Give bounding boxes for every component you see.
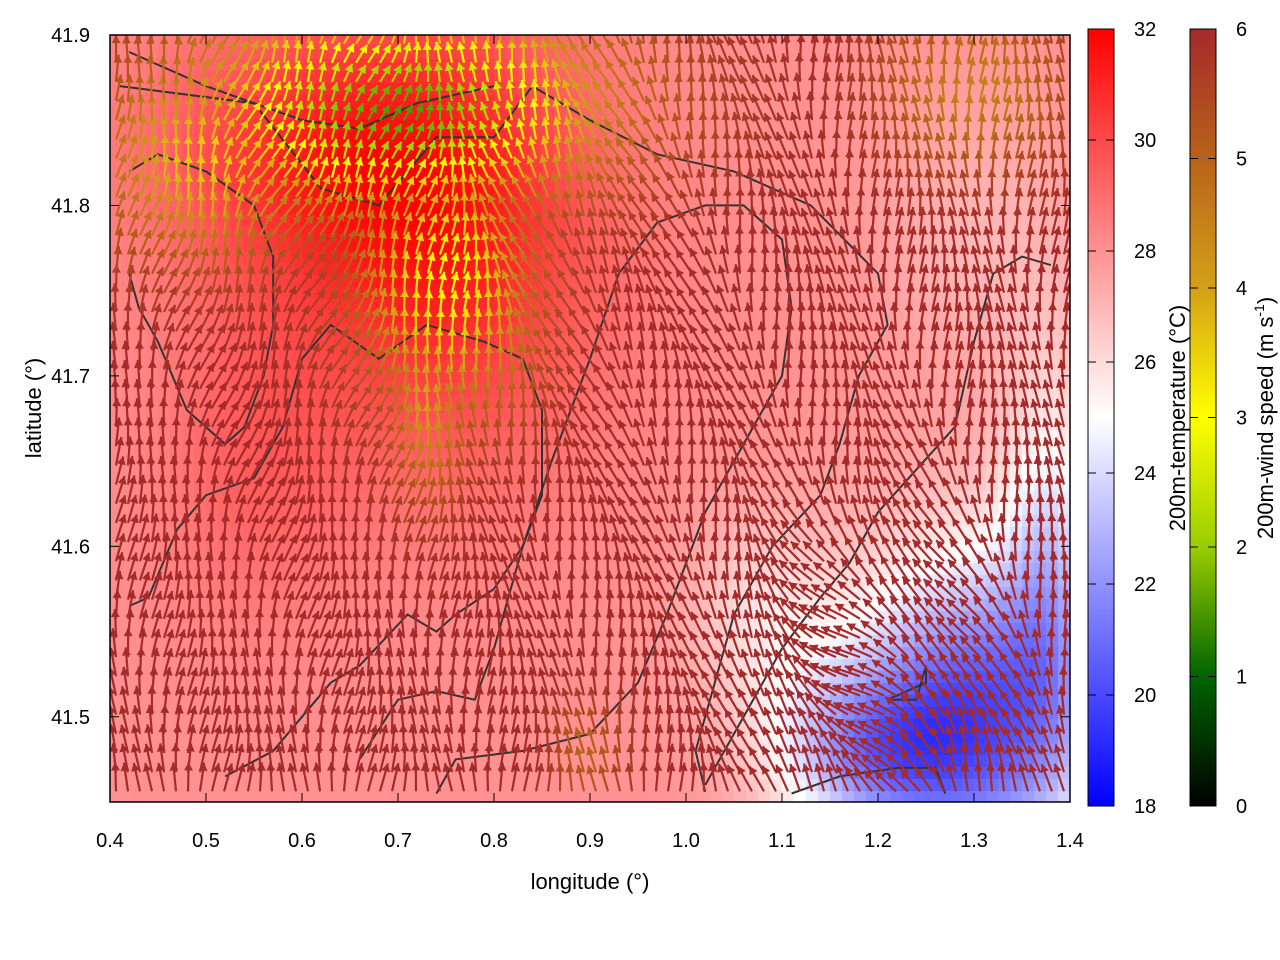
heatmap-cell (674, 695, 687, 708)
heatmap-cell (542, 143, 555, 156)
heatmap-cell (422, 599, 435, 612)
heatmap-cell (554, 143, 567, 156)
heatmap-cell (650, 455, 663, 468)
heatmap-cell (914, 47, 927, 60)
heatmap-cell (506, 467, 519, 480)
heatmap-cell (218, 503, 231, 516)
heatmap-cell (1046, 119, 1059, 132)
heatmap-cell (914, 311, 927, 324)
heatmap-cell (806, 59, 819, 72)
heatmap-cell (710, 563, 723, 576)
heatmap-cell (482, 239, 495, 252)
heatmap-cell (686, 47, 699, 60)
heatmap-cell (1022, 215, 1035, 228)
heatmap-cell (110, 311, 123, 324)
heatmap-cell (266, 599, 279, 612)
heatmap-cell (482, 71, 495, 84)
heatmap-cell (662, 83, 675, 96)
heatmap-cell (686, 119, 699, 132)
heatmap-cell (578, 71, 591, 84)
heatmap-cell (854, 119, 867, 132)
heatmap-cell (866, 275, 879, 288)
heatmap-cell (458, 503, 471, 516)
heatmap-cell (926, 179, 939, 192)
heatmap-cell (746, 311, 759, 324)
heatmap-cell (362, 695, 375, 708)
heatmap-cell (938, 215, 951, 228)
heatmap-cell (962, 467, 975, 480)
heatmap-cell (770, 59, 783, 72)
heatmap-cell (806, 275, 819, 288)
heatmap-cell (1010, 275, 1023, 288)
heatmap-cell (362, 95, 375, 108)
heatmap-cell (830, 467, 843, 480)
heatmap-cell (134, 503, 147, 516)
heatmap-cell (194, 59, 207, 72)
heatmap-cell (986, 755, 999, 768)
heatmap-cell (434, 371, 447, 384)
heatmap-cell (650, 407, 663, 420)
heatmap-cell (374, 71, 387, 84)
heatmap-cell (770, 215, 783, 228)
heatmap-cell (518, 659, 531, 672)
heatmap-cell (1010, 563, 1023, 576)
heatmap-cell (674, 371, 687, 384)
heatmap-cell (602, 47, 615, 60)
heatmap-cell (1058, 215, 1070, 228)
heatmap-cell (950, 47, 963, 60)
heatmap-cell (242, 695, 255, 708)
heatmap-cell (446, 371, 459, 384)
heatmap-cell (650, 47, 663, 60)
heatmap-cell (302, 47, 315, 60)
heatmap-cell (842, 371, 855, 384)
plot-area: 0.4 0.5 0.6 0.7 0.8 0.9 1.0 1.1 1.2 1.3 1.4 41.541… (51, 25, 1084, 852)
heatmap-cell (902, 215, 915, 228)
heatmap-cell (614, 71, 627, 84)
heatmap-cell (482, 431, 495, 444)
heatmap-cell (1034, 83, 1047, 96)
heatmap-cell (446, 467, 459, 480)
heatmap-cell (734, 275, 747, 288)
heatmap-cell (818, 311, 831, 324)
heatmap-cell (590, 71, 603, 84)
heatmap-cell (482, 47, 495, 60)
heatmap-cell (362, 71, 375, 84)
heatmap-cell (710, 83, 723, 96)
heatmap-cell (206, 599, 219, 612)
heatmap-cell (974, 755, 987, 768)
heatmap-cell (530, 47, 543, 60)
heatmap-cell (794, 83, 807, 96)
heatmap-cell (566, 467, 579, 480)
heatmap-cell (830, 179, 843, 192)
heatmap-cell (170, 503, 183, 516)
heatmap-cell (842, 119, 855, 132)
heatmap-cell (350, 59, 363, 72)
heatmap-cell (254, 311, 267, 324)
heatmap-cell (962, 587, 975, 600)
heatmap-cell (950, 143, 963, 156)
heatmap-cell (878, 215, 891, 228)
heatmap-cell (986, 503, 999, 516)
heatmap-cell (1022, 47, 1035, 60)
heatmap-cell (662, 659, 675, 672)
heatmap-cell (434, 695, 447, 708)
heatmap-cell (722, 119, 735, 132)
heatmap-cell (878, 83, 891, 96)
heatmap-cell (242, 311, 255, 324)
heatmap-cell (482, 407, 495, 420)
heatmap-cell (134, 407, 147, 420)
heatmap-cell (302, 503, 315, 516)
heatmap-cell (578, 659, 591, 672)
heatmap-cell (362, 599, 375, 612)
heatmap-cell (986, 47, 999, 60)
heatmap-cell (614, 755, 627, 768)
